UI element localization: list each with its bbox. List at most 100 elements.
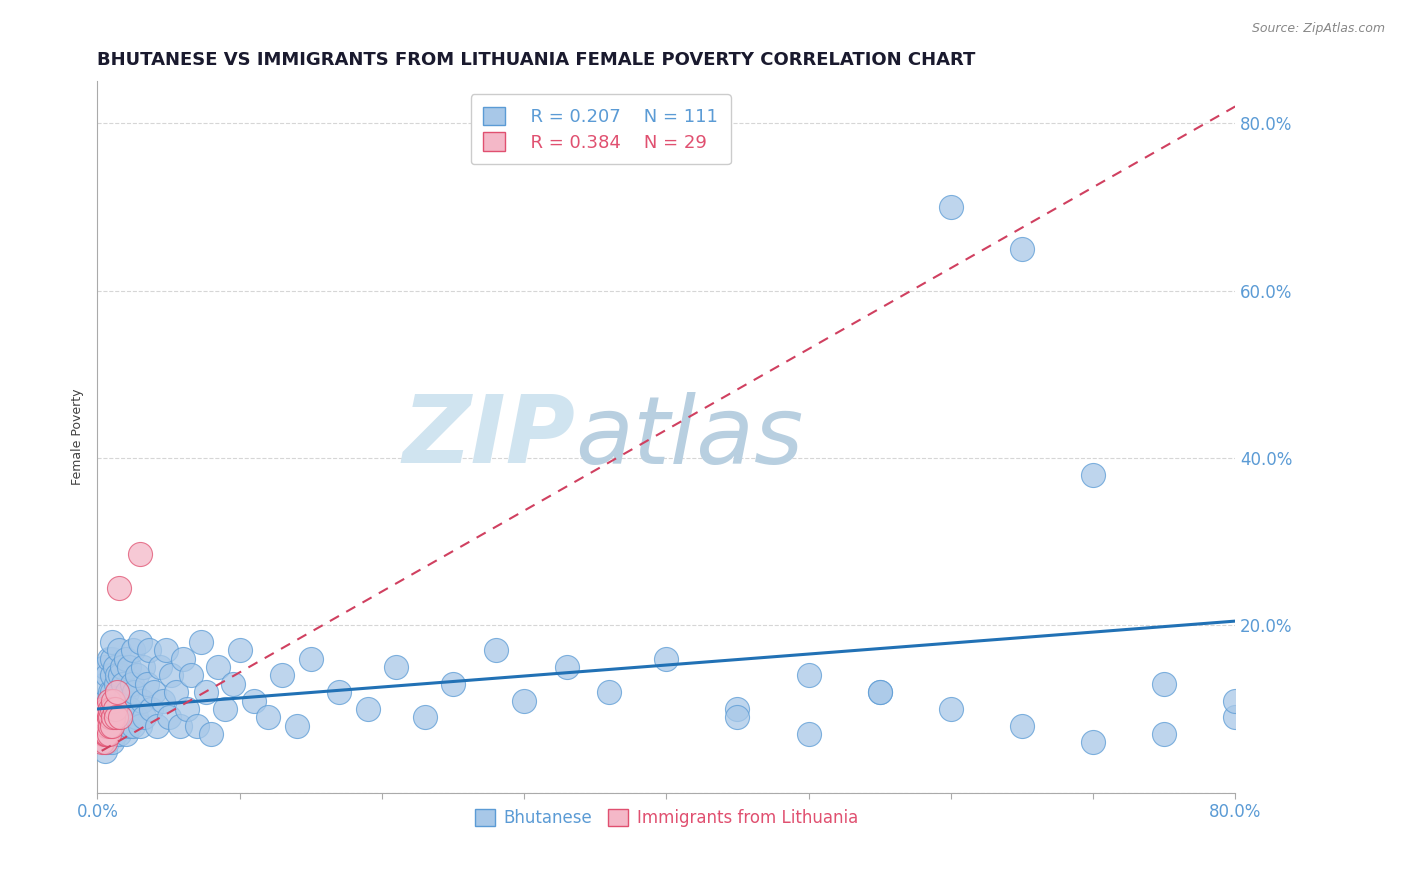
Point — [1153, 727, 1175, 741]
Point — [97, 727, 120, 741]
Point — [243, 693, 266, 707]
Point — [103, 727, 125, 741]
Point — [172, 652, 194, 666]
Point — [98, 710, 121, 724]
Point — [97, 710, 120, 724]
Point — [96, 735, 118, 749]
Point — [108, 668, 131, 682]
Point — [131, 693, 153, 707]
Text: ZIP: ZIP — [402, 391, 575, 483]
Point — [1225, 693, 1247, 707]
Point — [598, 685, 620, 699]
Point — [555, 660, 578, 674]
Point — [1081, 735, 1104, 749]
Point — [165, 685, 187, 699]
Point — [93, 677, 115, 691]
Point — [797, 668, 820, 682]
Point — [100, 635, 122, 649]
Point — [200, 727, 222, 741]
Point — [107, 643, 129, 657]
Point — [134, 710, 156, 724]
Point — [157, 710, 180, 724]
Point — [98, 719, 121, 733]
Point — [97, 652, 120, 666]
Point — [257, 710, 280, 724]
Point — [141, 702, 163, 716]
Point — [93, 719, 115, 733]
Point — [100, 719, 122, 733]
Point — [93, 744, 115, 758]
Point — [1081, 467, 1104, 482]
Point — [97, 710, 120, 724]
Point — [129, 547, 152, 561]
Point — [91, 727, 114, 741]
Point — [271, 668, 294, 682]
Point — [117, 685, 139, 699]
Point — [100, 685, 122, 699]
Point — [103, 702, 125, 716]
Point — [108, 719, 131, 733]
Point — [655, 652, 678, 666]
Point — [96, 702, 118, 716]
Point — [100, 702, 122, 716]
Text: atlas: atlas — [575, 392, 804, 483]
Point — [124, 685, 146, 699]
Point — [100, 719, 122, 733]
Point — [118, 719, 141, 733]
Point — [107, 702, 129, 716]
Point — [385, 660, 408, 674]
Point — [328, 685, 350, 699]
Point — [96, 719, 118, 733]
Point — [112, 719, 135, 733]
Point — [110, 660, 132, 674]
Point — [93, 693, 115, 707]
Point — [115, 702, 138, 716]
Point — [114, 693, 136, 707]
Point — [93, 660, 115, 674]
Point — [129, 635, 152, 649]
Point — [107, 727, 129, 741]
Point — [869, 685, 891, 699]
Point — [122, 643, 145, 657]
Point — [125, 710, 148, 724]
Point — [513, 693, 536, 707]
Point — [120, 702, 142, 716]
Point — [97, 727, 120, 741]
Point — [441, 677, 464, 691]
Point — [98, 685, 121, 699]
Point — [94, 710, 117, 724]
Point — [96, 668, 118, 682]
Point — [176, 702, 198, 716]
Point — [122, 719, 145, 733]
Point — [356, 702, 378, 716]
Point — [112, 677, 135, 691]
Point — [97, 693, 120, 707]
Point — [221, 677, 243, 691]
Point — [127, 668, 149, 682]
Point — [1011, 719, 1033, 733]
Point — [146, 719, 169, 733]
Point — [194, 685, 217, 699]
Point — [101, 710, 124, 724]
Point — [115, 652, 138, 666]
Point — [96, 727, 118, 741]
Point — [104, 677, 127, 691]
Point — [180, 668, 202, 682]
Point — [207, 660, 229, 674]
Point — [93, 710, 115, 724]
Point — [105, 685, 128, 699]
Point — [214, 702, 236, 716]
Point — [121, 677, 143, 691]
Point — [155, 643, 177, 657]
Point — [143, 685, 166, 699]
Point — [869, 685, 891, 699]
Point — [93, 710, 115, 724]
Point — [90, 735, 112, 749]
Text: BHUTANESE VS IMMIGRANTS FROM LITHUANIA FEMALE POVERTY CORRELATION CHART: BHUTANESE VS IMMIGRANTS FROM LITHUANIA F… — [97, 51, 976, 69]
Point — [152, 693, 174, 707]
Point — [186, 719, 208, 733]
Point — [100, 702, 122, 716]
Point — [939, 200, 962, 214]
Point — [129, 719, 152, 733]
Point — [136, 677, 159, 691]
